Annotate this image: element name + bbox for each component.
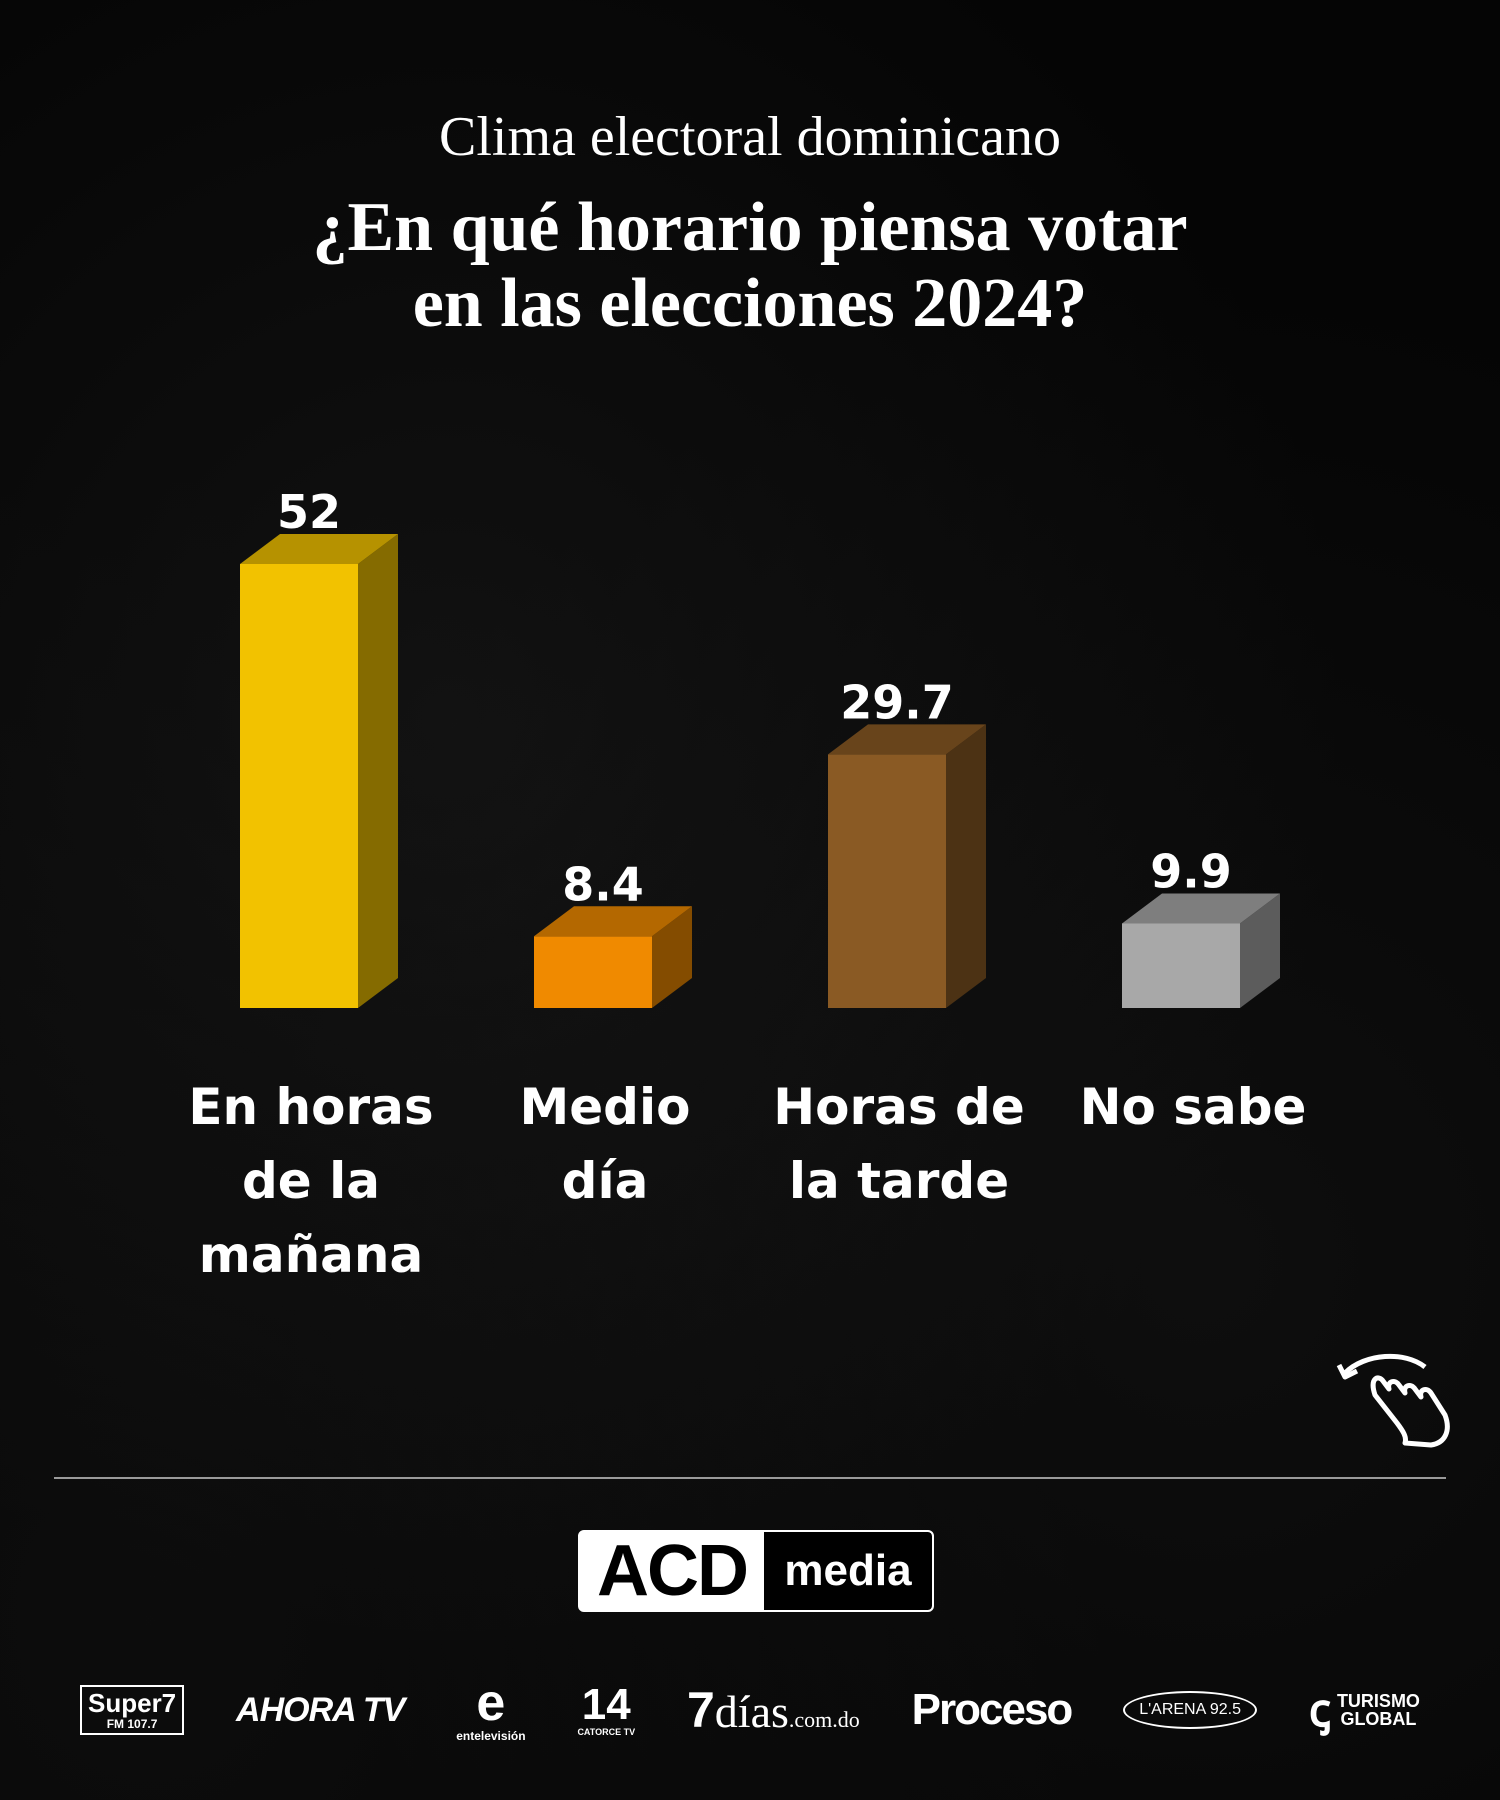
partner-proceso-logo: Proceso: [911, 1685, 1074, 1734]
category-label-line: En horas: [188, 1078, 434, 1136]
bar-top-0: [240, 534, 398, 564]
bar-front-0: [240, 564, 358, 1008]
category-label-2: Horas de la tarde: [769, 1070, 1029, 1218]
catorce-name: CATORCE TV: [577, 1727, 636, 1737]
kicker-title: Clima electoral dominicano: [438, 106, 1061, 168]
partner-ahora-tv-logo: AHORA TV: [236, 1690, 405, 1729]
bar-side-2: [946, 724, 986, 1008]
bar-chart: 52 8.4 29.7 9.9: [240, 485, 1280, 1008]
bar-front-2: [828, 754, 946, 1008]
category-label-line: de la: [242, 1152, 380, 1210]
value-label-3: 9.9: [1150, 844, 1232, 898]
value-label-2: 29.7: [840, 675, 954, 729]
partner-turismo-global-logo: ꞔ TURISMO GLOBAL: [1309, 1687, 1420, 1733]
partner-larena-logo: L'ARENA 92.5: [1123, 1691, 1257, 1729]
partner-catorce-tv-logo: 14 CATORCE TV: [577, 1680, 636, 1738]
category-label-line: No sabe: [1079, 1078, 1307, 1136]
category-label-1: Medio día: [475, 1070, 735, 1218]
category-label-line: Horas de: [773, 1078, 1025, 1136]
partner-7dias-logo: 7días.com.do: [687, 1681, 860, 1739]
value-label-0: 52: [277, 485, 341, 539]
category-label-0: En horas de la mañana: [181, 1070, 441, 1292]
bar-top-2: [828, 724, 986, 755]
turismo-line-1: TURISMO: [1336, 1691, 1420, 1711]
category-label-line: Medio día: [519, 1078, 691, 1210]
value-label-1: 8.4: [562, 857, 644, 911]
footer-divider: [54, 1477, 1446, 1479]
bar-front-3: [1122, 923, 1240, 1008]
entelevision-name: entelevisión: [456, 1729, 526, 1743]
acd-logo-word: media: [764, 1532, 932, 1610]
bar-side-0: [358, 534, 398, 1008]
chart-headline: ¿En qué horario piensa votar en las elec…: [0, 190, 1500, 342]
turismo-global-mark: ꞔ: [1308, 1684, 1331, 1736]
bar-side-1: [652, 906, 692, 1008]
turismo-line-2: GLOBAL: [1340, 1709, 1417, 1729]
7dias-tld: .com.do: [788, 1707, 860, 1732]
acd-logo-mark: ACD: [580, 1532, 764, 1610]
headline-line-2: en las elecciones 2024?: [412, 265, 1088, 342]
bar-top-3: [1122, 893, 1280, 924]
swipe-hand-icon[interactable]: [1335, 1345, 1455, 1455]
category-label-3: No sabe: [1063, 1070, 1323, 1144]
7dias-mark: 7: [686, 1682, 715, 1738]
category-label-line: mañana: [198, 1226, 424, 1284]
entelevision-mark: e: [476, 1674, 506, 1732]
partner-logos: Super7 FM 107.7 AHORA TV e entelevisión …: [80, 1670, 1420, 1750]
bar-side-3: [1240, 893, 1280, 1008]
category-label-line: la tarde: [788, 1152, 1010, 1210]
bar-top-1: [534, 906, 692, 937]
partner-entelevision-logo: e entelevisión: [456, 1677, 525, 1743]
partner-super7-logo: Super7 FM 107.7: [80, 1685, 185, 1735]
super7-frequency: FM 107.7: [106, 1717, 158, 1731]
bar-front-1: [534, 936, 652, 1008]
7dias-word: días: [714, 1686, 789, 1737]
headline-line-1: ¿En qué horario piensa votar: [312, 189, 1188, 266]
super7-name: Super7: [88, 1688, 177, 1718]
acd-media-logo: ACD media: [578, 1530, 934, 1612]
catorce-mark: 14: [581, 1680, 631, 1729]
